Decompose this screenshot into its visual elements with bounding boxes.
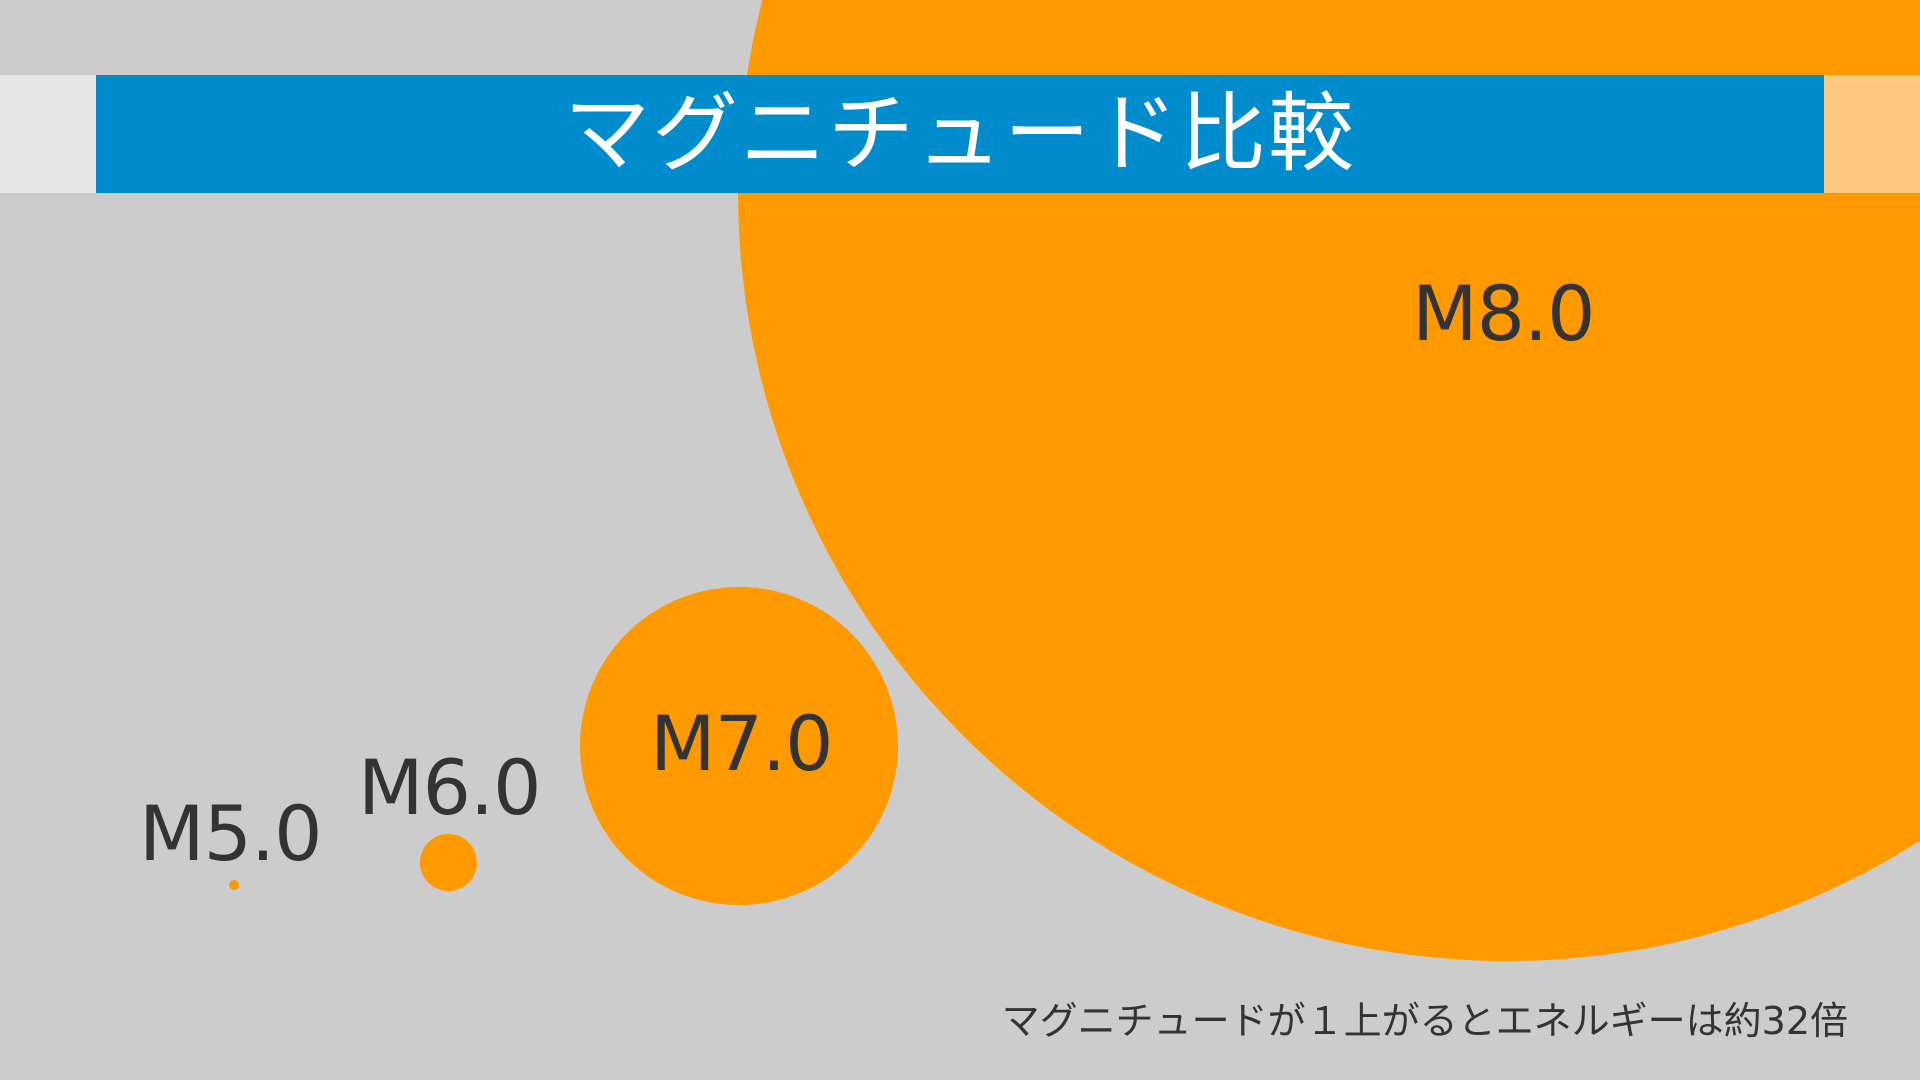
bubble-m5 [229,880,239,890]
title-band-right [1824,75,1920,193]
bubble-m7 [580,587,898,905]
label-m7: M7.0 [650,699,833,788]
page-title: マグニチュード比較 [564,84,1356,184]
title-bar: マグニチュード比較 [96,75,1824,193]
label-m5: M5.0 [139,789,322,878]
energy-footnote: マグニチュードが１上がるとエネルギーは約32倍 [1001,999,1848,1043]
label-m8: M8.0 [1412,269,1595,358]
title-band-left [0,75,96,193]
label-m6: M6.0 [358,743,541,832]
bubble-m6 [420,834,477,891]
